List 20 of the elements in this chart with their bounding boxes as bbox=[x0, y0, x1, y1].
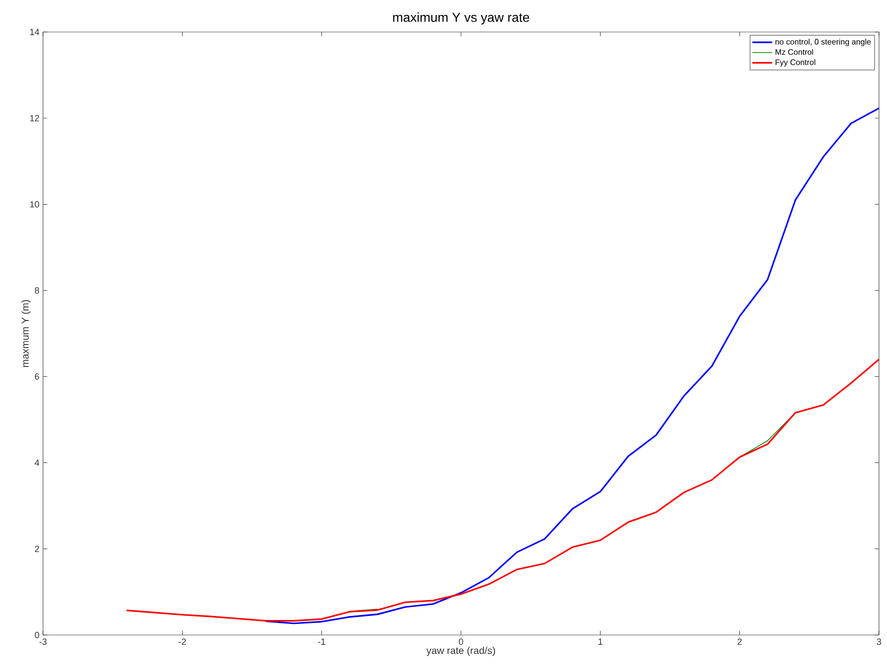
x-tick-label: -1 bbox=[318, 638, 326, 645]
y-tick-label: 6 bbox=[34, 373, 40, 380]
x-tick-label: 0 bbox=[458, 638, 464, 645]
y-tick-label: 14 bbox=[30, 28, 40, 36]
y-tick-label: 10 bbox=[30, 201, 40, 208]
x-tick-label: 1 bbox=[598, 638, 602, 645]
y-tick-label: 2 bbox=[34, 546, 40, 552]
y-tick-label: 8 bbox=[34, 287, 40, 294]
y-axis-title: maxmum Y (m) bbox=[21, 300, 31, 367]
x-axis-title: yaw rate (rad/s) bbox=[426, 646, 495, 656]
x-tick-label: 2 bbox=[738, 638, 742, 645]
line-series bbox=[265, 107, 880, 624]
y-tick-label: 12 bbox=[30, 115, 40, 122]
y-tick-label: 4 bbox=[34, 460, 40, 466]
y-tick-label: 0 bbox=[34, 632, 40, 638]
chart-title: maximum Y vs yaw rate bbox=[393, 12, 530, 24]
x-tick-label: -3 bbox=[39, 638, 47, 645]
x-tick-label: -2 bbox=[178, 638, 186, 645]
x-tick-label: 3 bbox=[876, 638, 882, 645]
line-series bbox=[126, 358, 880, 622]
